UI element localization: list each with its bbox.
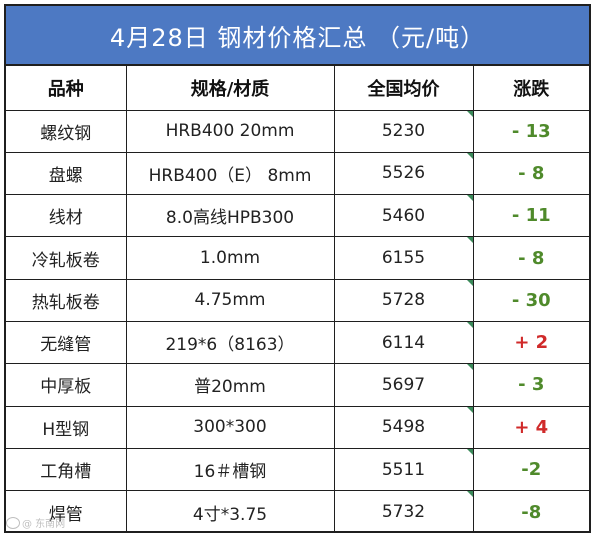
comment-flag-icon: [466, 321, 473, 328]
cell-variety: 无缝管: [6, 320, 127, 365]
cell-spec: HRB400（E） 8mm: [125, 151, 335, 196]
header-change: 涨跌: [472, 66, 589, 111]
comment-flag-icon: [466, 237, 473, 244]
cell-avg-price: 6155: [333, 236, 474, 280]
cell-avg-price: 6114: [333, 320, 474, 365]
cell-change: - 3: [472, 363, 589, 407]
watermark: @ 东南网: [6, 515, 65, 530]
cell-change: - 13: [472, 109, 589, 153]
cell-avg-price: 5498: [333, 405, 474, 449]
cell-variety: 中厚板: [6, 363, 127, 407]
cell-variety: 热轧板卷: [6, 278, 127, 322]
table-row: 无缝管 219*6（8163） 6114 + 2: [6, 320, 589, 365]
cell-avg-price: 5460: [333, 194, 474, 238]
comment-flag-icon: [466, 406, 473, 413]
price-table: 品种 规格/材质 全国均价 涨跌 螺纹钢 HRB400 20mm 5230 - …: [6, 66, 589, 533]
cell-variety: 线材: [6, 194, 127, 238]
comment-flag-icon: [466, 364, 473, 371]
cell-spec: HRB400 20mm: [125, 109, 335, 153]
watermark-text: @ 东南网: [22, 519, 66, 530]
comment-flag-icon: [466, 448, 473, 455]
table-row: 焊管 4寸*3.75 5732 -8: [6, 490, 589, 533]
cell-spec: 1.0mm: [125, 236, 335, 280]
cell-spec: 4.75mm: [125, 278, 335, 322]
cell-change: - 30: [472, 278, 589, 322]
cell-change: + 2: [472, 320, 589, 365]
header-spec: 规格/材质: [125, 66, 335, 111]
table-row: 螺纹钢 HRB400 20mm 5230 - 13: [6, 109, 589, 153]
cell-spec: 4寸*3.75: [125, 490, 335, 533]
cell-change: -8: [472, 490, 589, 533]
comment-flag-icon: [466, 110, 473, 117]
table-row: 工角槽 16＃槽钢 5511 -2: [6, 447, 589, 492]
header-row: 品种 规格/材质 全国均价 涨跌: [6, 66, 589, 111]
comment-flag-icon: [466, 279, 473, 286]
cell-change: -2: [472, 447, 589, 492]
comment-flag-icon: [466, 152, 473, 159]
price-table-sheet: 4月28日 钢材价格汇总 （元/吨） 品种 规格/材质 全国均价 涨跌 螺纹钢 …: [4, 4, 591, 533]
cell-change: - 11: [472, 194, 589, 238]
cell-avg-price: 5526: [333, 151, 474, 196]
cell-variety: 螺纹钢: [6, 109, 127, 153]
cell-spec: 300*300: [125, 405, 335, 449]
cell-avg-price: 5728: [333, 278, 474, 322]
table-title: 4月28日 钢材价格汇总 （元/吨）: [6, 6, 589, 66]
cell-spec: 普20mm: [125, 363, 335, 407]
cell-variety: H型钢: [6, 405, 127, 449]
header-avg-price: 全国均价: [333, 66, 474, 111]
cell-spec: 8.0高线HPB300: [125, 194, 335, 238]
cell-change: - 8: [472, 151, 589, 196]
cell-avg-price: 5697: [333, 363, 474, 407]
table-row: 盘螺 HRB400（E） 8mm 5526 - 8: [6, 151, 589, 196]
comment-flag-icon: [466, 491, 473, 498]
cell-avg-price: 5732: [333, 490, 474, 533]
comment-flag-icon: [466, 195, 473, 202]
weibo-logo-icon: [6, 516, 20, 529]
table-row: 中厚板 普20mm 5697 - 3: [6, 363, 589, 407]
table-row: H型钢 300*300 5498 + 4: [6, 405, 589, 449]
table-row: 热轧板卷 4.75mm 5728 - 30: [6, 278, 589, 322]
cell-avg-price: 5230: [333, 109, 474, 153]
cell-avg-price: 5511: [333, 447, 474, 492]
header-variety: 品种: [6, 66, 127, 111]
cell-spec: 16＃槽钢: [125, 447, 335, 492]
cell-change: - 8: [472, 236, 589, 280]
cell-spec: 219*6（8163）: [125, 320, 335, 365]
cell-variety: 工角槽: [6, 447, 127, 492]
cell-variety: 盘螺: [6, 151, 127, 196]
table-row: 线材 8.0高线HPB300 5460 - 11: [6, 194, 589, 238]
cell-variety: 冷轧板卷: [6, 236, 127, 280]
table-row: 冷轧板卷 1.0mm 6155 - 8: [6, 236, 589, 280]
cell-variety: 焊管: [6, 490, 127, 533]
cell-change: + 4: [472, 405, 589, 449]
